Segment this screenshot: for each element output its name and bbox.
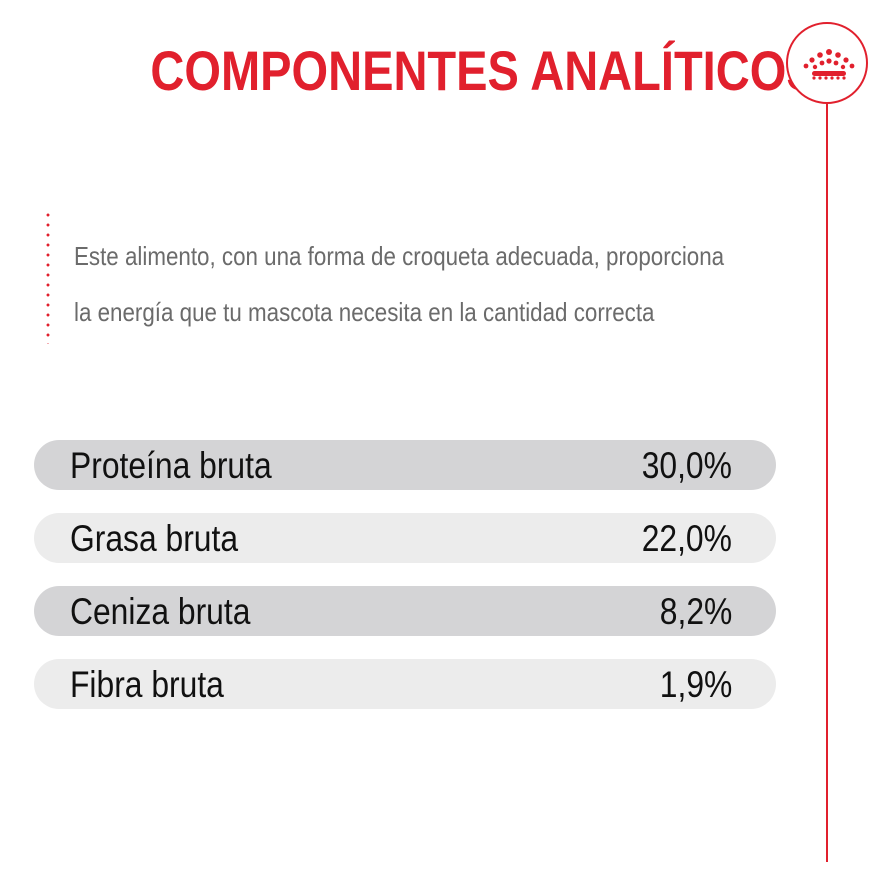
component-row-fiber: Fibra bruta 1,9% (34, 659, 776, 709)
description-line-1: Este alimento, con una forma de croqueta… (74, 241, 725, 271)
dotted-divider (46, 210, 50, 344)
component-value: 8,2% (659, 591, 732, 632)
component-label: Grasa bruta (70, 518, 239, 559)
description-line-2: la energía que tu mascota necesita en la… (74, 297, 655, 327)
component-row-fat: Grasa bruta 22,0% (34, 513, 776, 563)
component-row-ash: Ceniza bruta 8,2% (34, 586, 776, 636)
component-value: 1,9% (659, 664, 732, 705)
page-title: COMPONENTES ANALÍTICOS (150, 39, 818, 102)
description: Este alimento, con una forma de croqueta… (74, 228, 725, 340)
decorative-vertical-line (826, 104, 828, 862)
component-label: Ceniza bruta (70, 591, 251, 632)
analytical-components-list: Proteína bruta 30,0% Grasa bruta 22,0% C… (34, 440, 776, 732)
component-label: Fibra bruta (70, 664, 224, 705)
crown-icon (803, 49, 855, 80)
brand-logo (786, 22, 868, 104)
component-value: 30,0% (641, 445, 732, 486)
component-label: Proteína bruta (70, 445, 272, 486)
component-row-protein: Proteína bruta 30,0% (34, 440, 776, 490)
component-value: 22,0% (641, 518, 732, 559)
